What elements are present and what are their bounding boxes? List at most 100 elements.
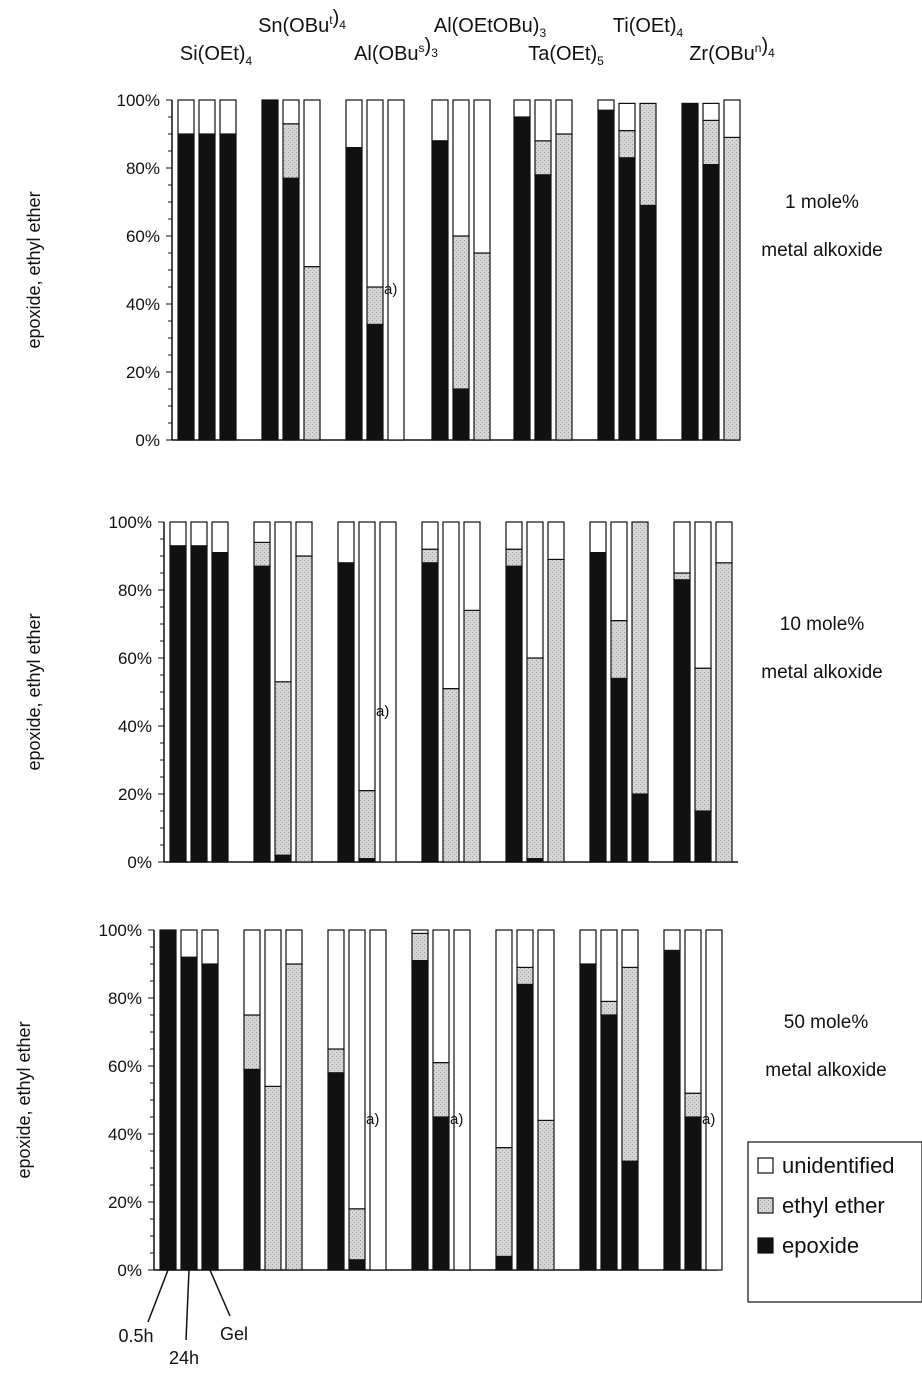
bar-segment-epoxide — [431, 140, 449, 441]
bar-segment-unidentified — [705, 929, 723, 1271]
annotation-a: a) — [450, 1111, 463, 1128]
bar-segment-epoxide — [411, 959, 429, 1271]
bar-segment-epoxide — [681, 102, 699, 441]
bar-segment-unidentified — [387, 99, 405, 441]
bar-segment-epoxide — [274, 854, 292, 863]
alkoxide-label-2: Sn(OBut)4 — [258, 7, 346, 37]
bar-segment-unidentified — [505, 521, 523, 550]
bar-segment-unidentified — [411, 929, 429, 934]
alkoxide-label-6: Ti(OEt)4 — [613, 15, 684, 40]
bar-segment-unidentified — [723, 99, 741, 139]
bar-segment-ethyl-ether — [264, 1085, 282, 1271]
bar-segment-ethyl-ether — [421, 548, 439, 564]
bar-segment-unidentified — [589, 521, 607, 554]
bar-segment-unidentified — [177, 99, 195, 135]
bar-segment-ethyl-ether — [702, 119, 720, 166]
bar-segment-unidentified — [452, 99, 470, 237]
bar-segment-unidentified — [547, 521, 565, 561]
alkoxide-header: Si(OEt)4Sn(OBut)4 Al(OBus)3Al(OEtOBu)3 Ta(… — [180, 7, 775, 68]
legend-label-epoxide: epoxide — [782, 1233, 859, 1258]
bar-segment-unidentified — [198, 99, 216, 135]
bar-segment-ethyl-ether — [534, 140, 552, 176]
legend-box — [747, 1141, 922, 1303]
bar-segment-unidentified — [169, 521, 187, 547]
y-tick-label: 20% — [126, 363, 160, 382]
bar-segment-unidentified — [345, 99, 363, 149]
bar-segment-ethyl-ether — [537, 1119, 555, 1271]
bar-segment-epoxide — [702, 164, 720, 441]
y-tick-label: 40% — [126, 295, 160, 314]
bar-segment-epoxide — [534, 174, 552, 441]
time-label-24h: 24h — [169, 1348, 199, 1368]
bar-segment-ethyl-ether — [274, 681, 292, 856]
bar-segment-ethyl-ether — [723, 136, 741, 441]
bar-segment-unidentified — [421, 521, 439, 550]
bar-segment-ethyl-ether — [348, 1208, 366, 1261]
bar-segment-epoxide — [684, 1116, 702, 1271]
bar-segment-ethyl-ether — [327, 1048, 345, 1074]
bar-segment-ethyl-ether — [463, 609, 481, 863]
chart-panels: 0% 20% 40% 60% 80% 100% epoxide, ethyl ether a)… — [14, 91, 887, 1280]
bar-segment-ethyl-ether — [673, 572, 691, 581]
bar-segment-ethyl-ether — [295, 555, 313, 863]
legend-label-ethyl-ether: ethyl ether — [782, 1193, 885, 1218]
annotation-a: a) — [376, 703, 389, 720]
bar-segment-ethyl-ether — [610, 619, 628, 679]
bar-segment-epoxide — [219, 133, 237, 441]
bar-segment-unidentified — [431, 99, 449, 142]
bar-segment-epoxide — [201, 963, 219, 1271]
alkoxide-label-5: Ta(OEt)5 — [528, 43, 604, 68]
bar-segment-ethyl-ether — [715, 562, 733, 863]
bar-segment-epoxide — [610, 677, 628, 863]
bar-segment-ethyl-ether — [366, 286, 384, 326]
bar-segment-epoxide — [631, 793, 649, 863]
y-axis-label: epoxide, ethyl ether — [14, 1021, 34, 1178]
bar-segment-unidentified — [379, 521, 397, 863]
y-tick-label: 80% — [126, 159, 160, 178]
bar-segment-unidentified — [274, 521, 292, 683]
bar-segment-unidentified — [473, 99, 491, 254]
bar-segment-unidentified — [337, 521, 355, 564]
bar-segment-epoxide — [198, 133, 216, 441]
bar-segment-unidentified — [495, 929, 513, 1149]
bar-segment-ethyl-ether — [621, 966, 639, 1162]
bar-segment-epoxide — [639, 204, 657, 441]
y-tick-label: 100% — [109, 513, 152, 532]
bar-segment-ethyl-ether — [694, 667, 712, 812]
bar-segment-unidentified — [211, 521, 229, 554]
y-tick-label: 60% — [126, 227, 160, 246]
bar-segment-unidentified — [453, 929, 471, 1271]
annotation-a: a) — [366, 1111, 379, 1128]
bar-segment-ethyl-ether — [547, 558, 565, 863]
bar-segment-unidentified — [663, 929, 681, 951]
bar-segment-unidentified — [600, 929, 618, 1003]
bar-segment-ethyl-ether — [631, 521, 649, 795]
y-tick-label: 60% — [118, 649, 152, 668]
bar-segment-unidentified — [555, 99, 573, 135]
bar-segment-unidentified — [442, 521, 460, 690]
bar-segment-ethyl-ether — [442, 687, 460, 863]
bar-segment-unidentified — [597, 99, 615, 111]
y-tick-label: 0% — [117, 1261, 142, 1280]
annotation-a: a) — [702, 1111, 715, 1128]
y-tick-label: 0% — [127, 853, 152, 872]
bar-segment-unidentified — [366, 99, 384, 288]
bar-segment-unidentified — [537, 929, 555, 1121]
bar-segment-unidentified — [253, 521, 271, 543]
bar-segment-epoxide — [159, 929, 177, 1271]
y-tick-label: 40% — [108, 1125, 142, 1144]
time-point-key: 0.5h 24h Gel — [118, 1269, 248, 1368]
bar-segment-unidentified — [243, 929, 261, 1016]
bar-segment-epoxide — [516, 983, 534, 1271]
y-tick-label: 60% — [108, 1057, 142, 1076]
bar-segment-ethyl-ether — [555, 133, 573, 441]
bar-segment-epoxide — [673, 579, 691, 863]
bar-segment-unidentified — [327, 929, 345, 1050]
time-label-0-5h: 0.5h — [118, 1326, 153, 1346]
alkoxide-label-1: Si(OEt)4 — [180, 43, 253, 68]
bar-segment-epoxide — [180, 956, 198, 1271]
bar-segment-epoxide — [169, 545, 187, 863]
bar-segment-unidentified — [180, 929, 198, 958]
bar-segment-ethyl-ether — [639, 102, 657, 207]
y-tick-label: 20% — [108, 1193, 142, 1212]
